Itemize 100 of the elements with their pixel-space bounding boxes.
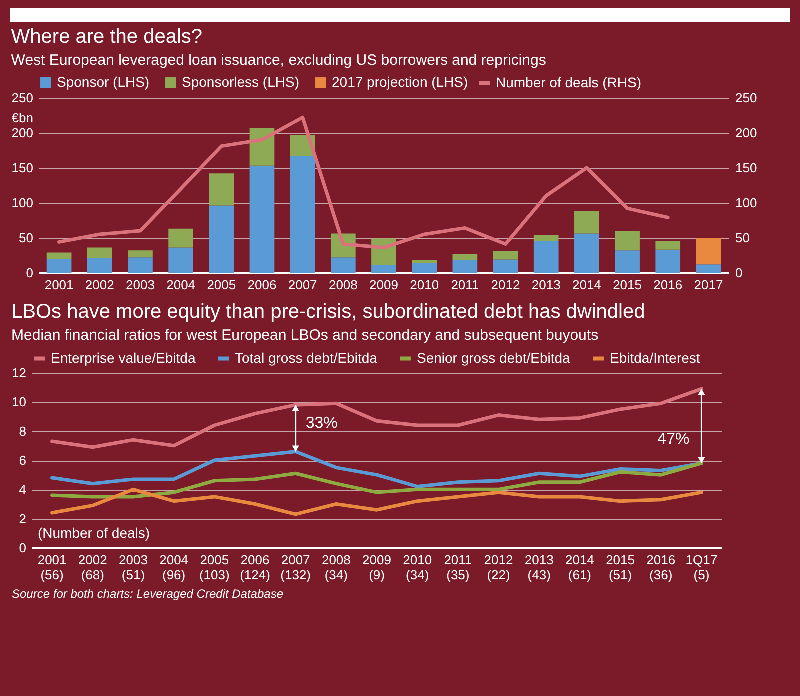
legend-label: Enterprise value/Ebitda (51, 350, 196, 366)
x-tick-label: 2012 (491, 278, 520, 292)
x-tick-label: 2011 (35) (444, 552, 472, 582)
bar (696, 238, 722, 265)
bar (656, 242, 681, 250)
x-tick-label: 2015 (51) (606, 552, 635, 582)
y-tick-label: 10 (12, 394, 26, 410)
bar (412, 260, 438, 264)
x-tick-label: 2006 (124) (240, 552, 270, 582)
x-tick-label: 2015 (613, 278, 642, 292)
x-tick-label: 2011 (451, 278, 480, 292)
x-tick-label: 2001 (44, 278, 74, 292)
bar (250, 166, 275, 273)
y-tick-label: 0 (19, 540, 26, 556)
legend-label: Sponsorless (LHS) (182, 74, 300, 90)
bar (493, 260, 518, 273)
x-tick-label: 2010 (34) (403, 552, 432, 582)
bar (87, 248, 112, 258)
bar (46, 252, 72, 259)
x-tick-label: 2001 (56) (38, 552, 67, 582)
x-tick-label: 2006 (248, 278, 277, 292)
bar (128, 250, 153, 258)
x-tick-label: 2007 (288, 278, 318, 292)
legend-label: 2017 projection (LHS) (332, 74, 468, 90)
chart-subtitle: West European leveraged loan issuance, excluding US borrowers and repricings (11, 52, 546, 69)
chart-subtitle: Median financial ratios for west European LBOs and secondary and subsequent buyouts (12, 327, 599, 344)
y2-tick-label: 200 (736, 126, 758, 140)
y2-tick-label: 0 (736, 266, 743, 280)
bar (615, 250, 640, 273)
bar (574, 234, 600, 273)
line-series (58, 116, 670, 250)
x-tick-label: 2004 (96) (160, 552, 189, 582)
y2-tick-label: 50 (736, 230, 750, 246)
x-tick-label: 2014 (61) (565, 552, 594, 582)
bar (656, 250, 681, 273)
bar (87, 258, 112, 273)
y-tick-label: 0 (26, 266, 34, 280)
y2-tick-label: 100 (736, 196, 758, 210)
x-tick-label: 2008 (34) (322, 552, 351, 582)
x-tick-label: 2003 (126, 278, 155, 292)
x-tick-label: 2017 (694, 278, 724, 292)
x-tick-label: 2009 (9) (362, 552, 392, 582)
legend-label: Number of deals (RHS) (496, 74, 642, 90)
y-tick-label: 200 (12, 126, 34, 140)
annotation: 47% (658, 431, 690, 448)
y-tick-label: 4 (19, 482, 26, 498)
y-tick-label: 150 (12, 160, 34, 176)
x-tick-label: 2012 (22) (484, 552, 514, 582)
bar (615, 231, 640, 251)
y-tick-label: 12 (12, 366, 26, 380)
x-tick-label: 2002 (68) (78, 552, 108, 582)
bar (452, 260, 478, 273)
bar (372, 265, 396, 273)
line-series (50, 488, 704, 516)
bar (493, 251, 518, 260)
y-axis-title: €bn (12, 110, 34, 126)
bar (452, 254, 478, 260)
y-tick-label: 6 (19, 453, 26, 468)
x-tick-label: 2005 (207, 278, 236, 292)
bar (128, 258, 153, 273)
legend-label: Ebitda/Interest (610, 350, 700, 366)
legend-label: Sponsor (LHS) (57, 74, 150, 90)
bar (209, 206, 234, 273)
bar (330, 258, 356, 273)
x-tick-label: 2014 (572, 278, 602, 292)
x-tick-label: 2010 (410, 278, 440, 292)
bar (46, 259, 72, 273)
bar (696, 264, 722, 273)
chart-title: Where are the deals? (11, 26, 203, 48)
x-tick-label: 2007 (132) (280, 552, 312, 582)
y2-tick-label: 250 (736, 90, 758, 106)
bar (412, 263, 438, 273)
y-tick-label: 50 (19, 230, 34, 246)
x-tick-label: 2016 (36) (646, 552, 676, 582)
bar (168, 248, 194, 273)
bar (168, 228, 194, 248)
y-tick-label: 250 (12, 90, 34, 106)
y-tick-label: 8 (19, 424, 26, 439)
x-tick-label: 2016 (654, 278, 683, 292)
annotation: 33% (306, 415, 338, 432)
source-note: Source for both charts: Leveraged Credit Database (12, 587, 284, 601)
bar (574, 211, 600, 234)
x-tick-label: 2005 (103) (199, 552, 230, 582)
x-tick-label: 2013 (43) (524, 552, 554, 582)
x-tick-label: 2003 (51) (119, 552, 148, 582)
annotation: (Number of deals) (38, 525, 150, 541)
x-tick-label: 2009 (370, 278, 398, 292)
x-tick-label: 2004 (166, 278, 196, 292)
legend-label: Senior gross debt/Ebitda (417, 350, 571, 366)
x-tick-label: 2002 (85, 278, 114, 292)
y-tick-label: 2 (19, 511, 26, 526)
bar (534, 242, 559, 273)
x-tick-label: 2013 (532, 278, 561, 292)
chart-title: LBOs have more equity than pre-crisis, subordinated debt has dwindled (12, 301, 646, 323)
legend-label: Total gross debt/Ebitda (235, 350, 378, 366)
x-tick-label: 1Q17 (5) (686, 552, 718, 582)
bar (534, 235, 559, 242)
x-tick-label: 2008 (328, 278, 358, 292)
y-tick-label: 100 (12, 196, 34, 210)
y2-tick-label: 150 (736, 160, 758, 176)
